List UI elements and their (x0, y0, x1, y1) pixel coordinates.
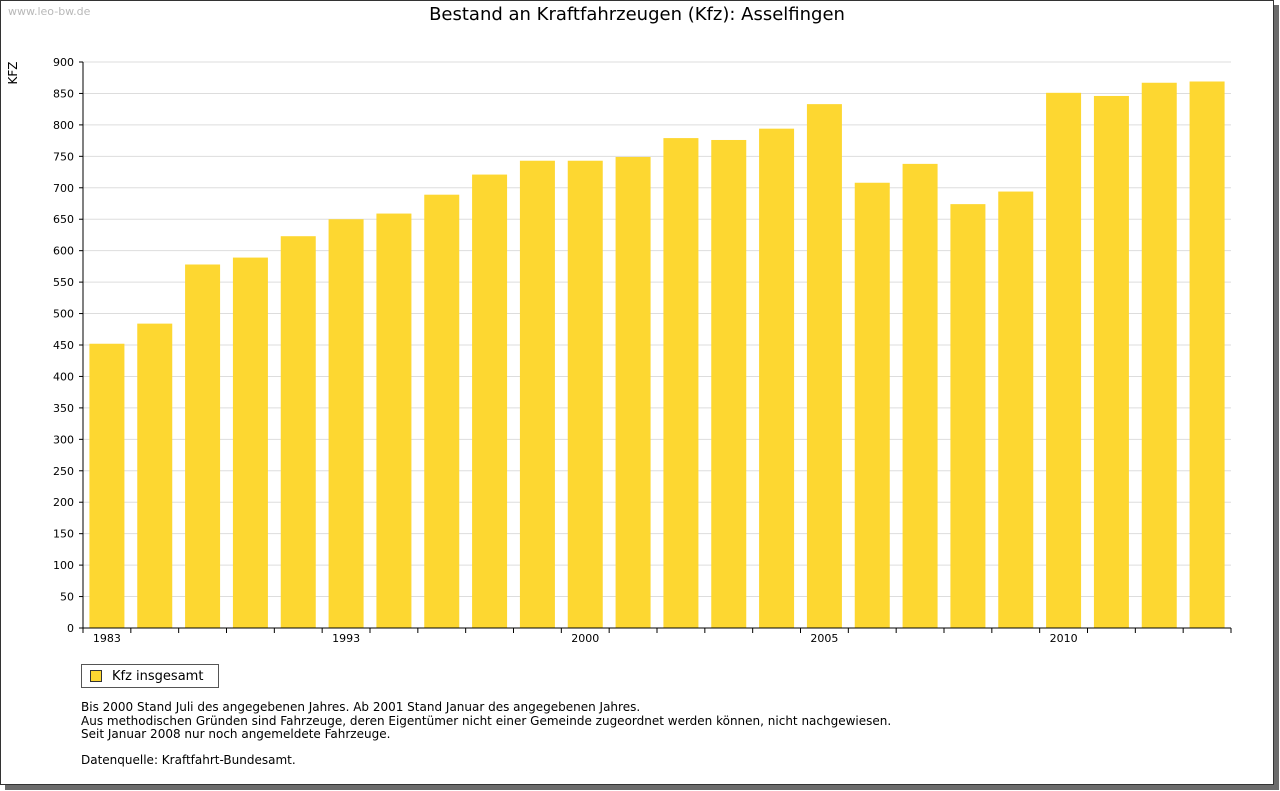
y-tick-label: 350 (53, 402, 74, 415)
y-tick-label: 500 (53, 308, 74, 321)
y-tick-label: 850 (53, 87, 74, 100)
y-tick-label: 650 (53, 213, 74, 226)
x-tick-label: 2000 (571, 632, 599, 645)
bar (1141, 82, 1177, 628)
y-tick-label: 0 (67, 622, 74, 635)
bar (328, 219, 364, 628)
bar (615, 156, 651, 628)
bar (902, 163, 938, 628)
bar (1046, 92, 1082, 628)
note-line: Aus methodischen Gründen sind Fahrzeuge,… (81, 713, 892, 728)
y-tick-label: 100 (53, 559, 74, 572)
notes: Bis 2000 Stand Juli des angegebenen Jahr… (81, 700, 892, 742)
bar (806, 104, 842, 628)
bar (998, 191, 1034, 628)
y-tick-label: 300 (53, 433, 74, 446)
bar (376, 213, 412, 628)
x-tick-label: 2005 (810, 632, 838, 645)
bar (89, 343, 125, 628)
bar (280, 236, 316, 629)
bar (424, 194, 460, 628)
y-tick-label: 450 (53, 339, 74, 352)
data-source: Datenquelle: Kraftfahrt-Bundesamt. (81, 753, 296, 767)
bar (1093, 95, 1129, 628)
note-line: Seit Januar 2008 nur noch angemeldete Fa… (81, 727, 391, 741)
y-tick-label: 700 (53, 182, 74, 195)
y-tick-label: 150 (53, 528, 74, 541)
y-tick-label: 400 (53, 370, 74, 383)
legend-swatch (90, 670, 102, 682)
y-tick-label: 900 (53, 56, 74, 69)
bar (567, 160, 603, 629)
y-tick-label: 800 (53, 119, 74, 132)
bar (519, 160, 555, 629)
note-line: Bis 2000 Stand Juli des angegebenen Jahr… (81, 700, 641, 714)
bar (472, 174, 508, 628)
bar (1189, 81, 1225, 629)
y-tick-label: 600 (53, 245, 74, 258)
y-tick-label: 750 (53, 150, 74, 163)
y-tick-label: 250 (53, 465, 74, 478)
bar (711, 139, 747, 628)
bar (759, 128, 795, 628)
bar (137, 323, 173, 628)
y-tick-label: 200 (53, 496, 74, 509)
watermark: www.leo-bw.de (8, 5, 91, 18)
bar (950, 204, 986, 628)
chart-title: Bestand an Kraftfahrzeugen (Kfz): Asself… (429, 4, 845, 25)
bar-chart: 0 50 100 150 200 250 300 350 400 450 500 550 600 650 7… (53, 56, 1232, 645)
legend: Kfz insgesamt (81, 664, 219, 688)
y-tick-label: 50 (60, 591, 74, 604)
bar (663, 138, 699, 628)
bar (185, 264, 221, 628)
legend-label: Kfz insgesamt (112, 668, 204, 684)
x-tick-label: 2010 (1050, 632, 1078, 645)
bar (854, 182, 890, 628)
x-tick-label: 1993 (332, 632, 360, 645)
bar (232, 257, 268, 628)
x-tick-label: 1983 (93, 632, 121, 645)
y-tick-label: 550 (53, 276, 74, 289)
